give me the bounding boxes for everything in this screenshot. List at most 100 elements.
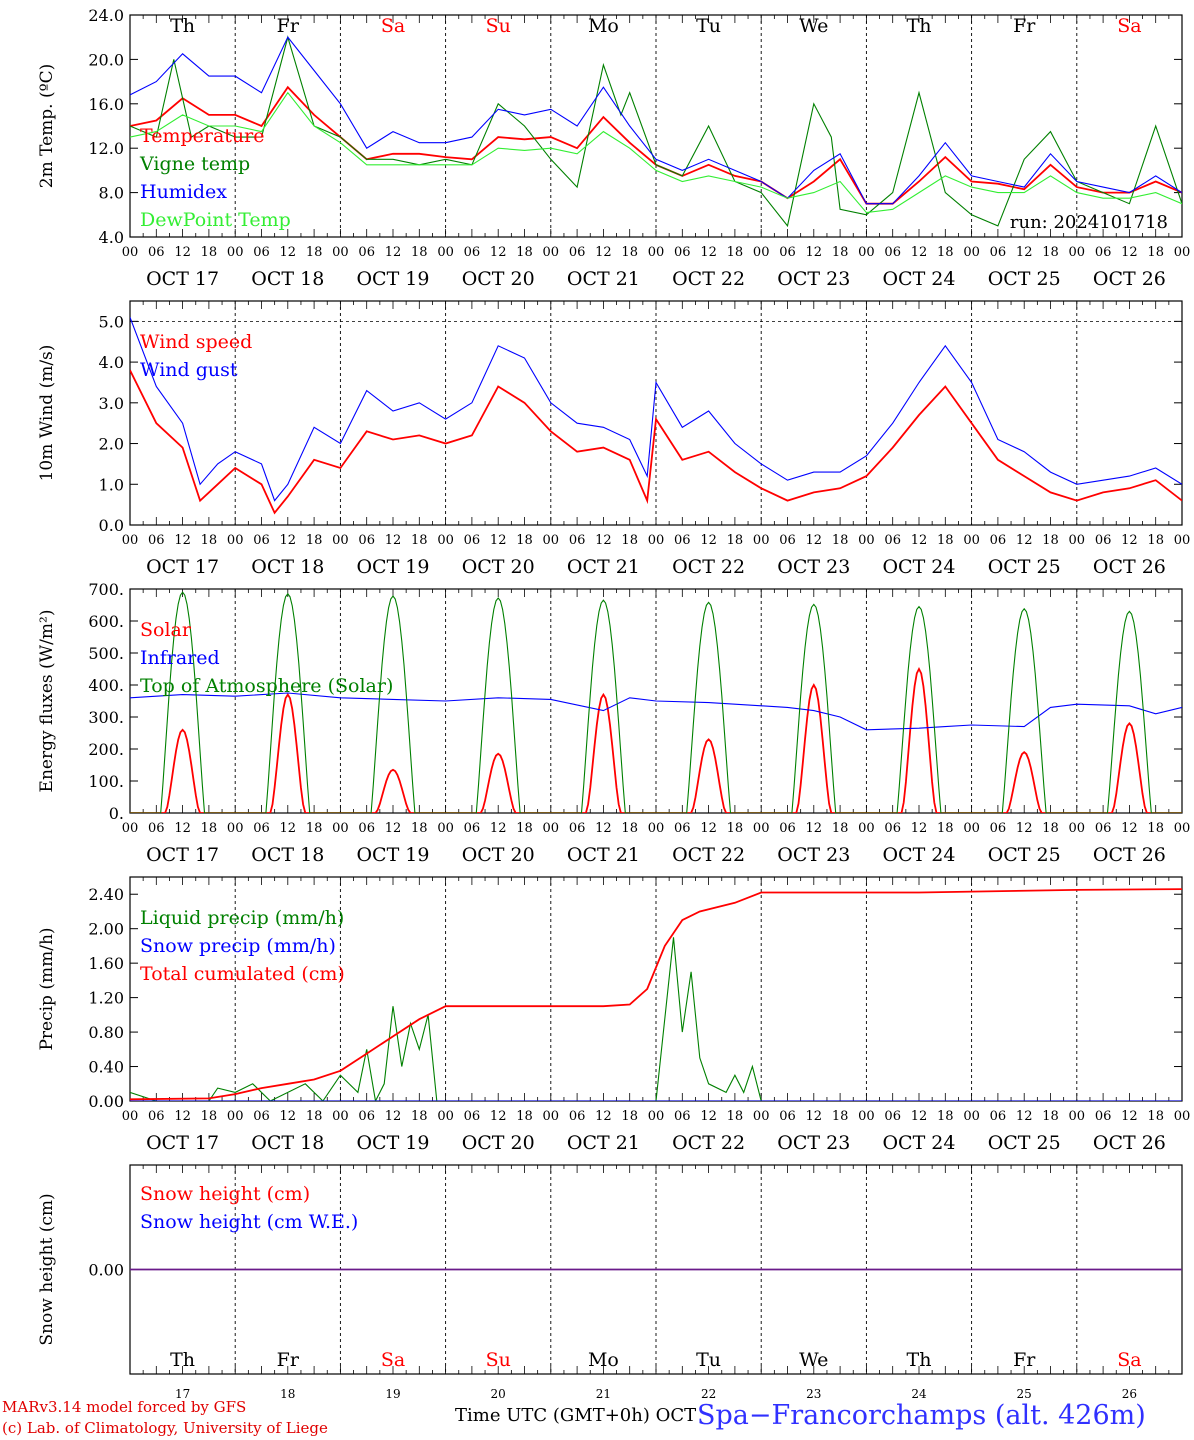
date-label: OCT 21	[567, 844, 640, 866]
y-tick-label: 0.00	[88, 1261, 124, 1280]
hour-label: 18	[306, 1109, 323, 1124]
hour-label: 18	[1042, 245, 1059, 260]
hour-label: 18	[937, 533, 954, 548]
run-annotation: run: 2024101718	[1010, 212, 1168, 233]
date-label: OCT 24	[882, 844, 955, 866]
hour-label: 06	[358, 821, 375, 836]
legend-entry: Wind gust	[140, 359, 238, 381]
day-number-label: 20	[491, 1387, 506, 1401]
hour-label: 00	[227, 533, 244, 548]
hour-label: 00	[1174, 1109, 1191, 1124]
day-label: Mo	[588, 15, 619, 37]
hour-label: 00	[227, 1109, 244, 1124]
hour-label: 18	[411, 821, 428, 836]
hour-label: 12	[1016, 245, 1033, 260]
series-line	[130, 692, 1182, 731]
hour-label: 00	[963, 1109, 980, 1124]
date-label: OCT 19	[356, 844, 429, 866]
panel-5	[129, 1164, 1183, 1375]
hour-label: 00	[332, 1109, 349, 1124]
hour-label: 18	[201, 245, 218, 260]
hour-label: 12	[806, 821, 823, 836]
hour-label: 18	[1042, 821, 1059, 836]
legend-entry: Temperature	[140, 125, 264, 147]
hour-label: 18	[1147, 245, 1164, 260]
date-label: OCT 25	[988, 268, 1061, 290]
hour-label: 12	[385, 533, 402, 548]
date-label: OCT 23	[777, 556, 850, 578]
hour-label: 06	[253, 245, 270, 260]
legend-entry: Humidex	[140, 181, 227, 203]
hour-label: 06	[464, 1109, 481, 1124]
hour-label: 12	[1016, 821, 1033, 836]
y-tick-label: 0.	[109, 804, 124, 823]
hour-label: 18	[621, 1109, 638, 1124]
hour-label: 18	[937, 821, 954, 836]
y-axis-label: 10m Wind (m/s)	[37, 345, 57, 482]
day-number-label: 26	[1122, 1387, 1137, 1401]
panel-4	[129, 876, 1183, 1102]
hour-label: 06	[1095, 245, 1112, 260]
series-line	[130, 369, 1182, 515]
hour-label: 12	[911, 533, 928, 548]
hour-label: 00	[543, 533, 560, 548]
hour-label: 18	[201, 1109, 218, 1124]
day-label: Sa	[381, 1349, 405, 1371]
date-label: OCT 22	[672, 556, 745, 578]
hour-label: 18	[411, 245, 428, 260]
hour-label: 18	[306, 821, 323, 836]
y-tick-label: 200.	[88, 740, 124, 759]
y-tick-label: 1.60	[88, 954, 124, 973]
panel-2	[129, 300, 1183, 526]
y-tick-label: 16.0	[88, 95, 124, 114]
date-label: OCT 19	[356, 1132, 429, 1154]
hour-label: 06	[464, 821, 481, 836]
date-label: OCT 25	[988, 1132, 1061, 1154]
y-tick-label: 0.0	[99, 516, 124, 535]
hour-label: 06	[358, 533, 375, 548]
hour-label: 18	[1042, 533, 1059, 548]
legend-entry: Vigne temp	[139, 153, 250, 175]
hour-label: 06	[674, 1109, 691, 1124]
date-label: OCT 26	[1093, 556, 1166, 578]
legend-entry: Snow precip (mm/h)	[140, 935, 336, 957]
day-number-label: 25	[1017, 1387, 1032, 1401]
hour-label: 18	[411, 1109, 428, 1124]
hour-label: 00	[332, 821, 349, 836]
day-number-label: 18	[280, 1387, 295, 1401]
hour-label: 12	[490, 245, 507, 260]
day-label: Fr	[277, 15, 300, 37]
y-tick-label: 3.0	[99, 394, 124, 413]
hour-label: 00	[963, 821, 980, 836]
date-label: OCT 24	[882, 268, 955, 290]
legend-entry: Total cumulated (cm)	[140, 963, 345, 985]
hour-label: 18	[516, 821, 533, 836]
hour-label: 06	[464, 245, 481, 260]
day-number-label: 23	[806, 1387, 821, 1401]
hour-label: 12	[911, 821, 928, 836]
hour-label: 06	[1095, 821, 1112, 836]
hour-label: 12	[700, 533, 717, 548]
hour-label: 06	[884, 245, 901, 260]
y-tick-label: 1.20	[88, 989, 124, 1008]
hour-label: 18	[201, 533, 218, 548]
day-label: Fr	[1013, 15, 1036, 37]
date-label: OCT 20	[462, 556, 535, 578]
hour-label: 06	[884, 1109, 901, 1124]
hour-label: 12	[595, 821, 612, 836]
hour-label: 00	[858, 1109, 875, 1124]
hour-label: 12	[174, 245, 191, 260]
day-number-label: 19	[385, 1387, 400, 1401]
day-number-label: 21	[596, 1387, 611, 1401]
hour-label: 00	[1069, 533, 1086, 548]
date-label: OCT 26	[1093, 1132, 1166, 1154]
hour-label: 00	[332, 245, 349, 260]
hour-label: 00	[753, 245, 770, 260]
hour-label: 00	[858, 245, 875, 260]
day-label: Th	[170, 15, 195, 37]
y-tick-label: 1.0	[99, 475, 124, 494]
hour-label: 18	[727, 1109, 744, 1124]
hour-label: 00	[122, 1109, 139, 1124]
hour-label: 12	[806, 245, 823, 260]
